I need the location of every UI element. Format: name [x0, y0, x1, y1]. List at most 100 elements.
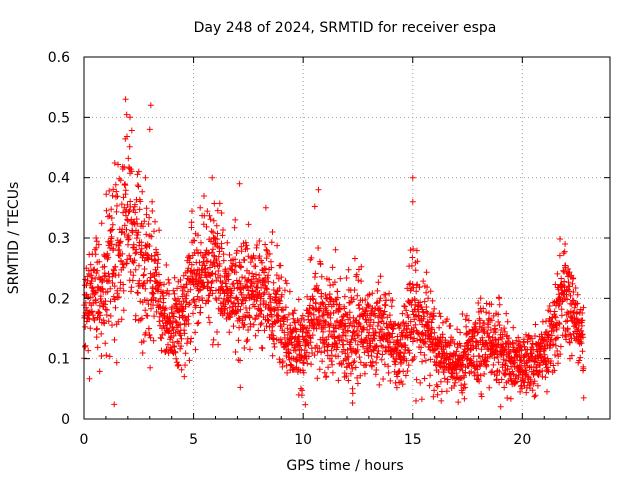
data-point	[427, 356, 434, 363]
data-point	[580, 304, 587, 311]
data-point	[414, 258, 421, 265]
data-point	[300, 359, 307, 366]
data-point	[543, 338, 550, 345]
data-point	[93, 244, 100, 251]
data-point	[303, 349, 310, 356]
data-point	[130, 272, 137, 279]
data-point	[486, 310, 493, 317]
data-point	[191, 298, 198, 305]
data-point	[105, 254, 112, 261]
data-point	[135, 183, 142, 190]
data-point	[211, 200, 218, 207]
data-point	[262, 241, 269, 248]
data-point	[302, 401, 309, 408]
data-point	[504, 395, 511, 401]
data-point	[207, 216, 214, 223]
data-point	[129, 229, 136, 236]
data-point	[278, 339, 285, 346]
data-point	[218, 283, 225, 290]
data-point	[379, 351, 386, 358]
data-point	[191, 237, 198, 244]
data-point	[421, 298, 428, 305]
data-point	[255, 327, 262, 334]
data-point	[351, 287, 358, 293]
data-point	[87, 325, 94, 332]
data-point	[292, 325, 299, 332]
data-point	[119, 250, 126, 257]
data-point	[365, 332, 372, 339]
data-point	[118, 316, 125, 323]
data-point	[158, 282, 164, 288]
data-point	[194, 283, 201, 290]
data-point	[503, 310, 510, 317]
data-point	[276, 297, 283, 304]
data-point	[316, 313, 323, 320]
data-point	[579, 310, 586, 316]
data-point	[144, 312, 151, 319]
data-point	[210, 217, 217, 224]
data-point	[334, 294, 341, 301]
data-point	[394, 337, 401, 344]
data-point	[180, 272, 187, 279]
data-point	[120, 264, 127, 271]
data-point	[443, 388, 450, 395]
data-point	[138, 239, 145, 246]
data-point	[539, 318, 546, 325]
data-point	[568, 352, 575, 359]
data-point	[195, 250, 202, 257]
data-point	[446, 342, 453, 349]
data-point	[257, 301, 264, 308]
data-point	[386, 312, 393, 319]
data-point	[89, 285, 96, 291]
data-point	[171, 274, 178, 281]
data-point	[363, 362, 370, 368]
data-point	[345, 353, 352, 360]
data-point	[231, 224, 238, 231]
data-point	[558, 275, 565, 282]
data-point	[323, 307, 330, 314]
data-point	[554, 348, 561, 354]
data-point	[284, 369, 291, 376]
data-point	[97, 312, 104, 319]
data-point	[554, 334, 561, 341]
data-point	[413, 376, 420, 383]
data-point	[143, 244, 150, 251]
data-point	[345, 377, 352, 384]
data-point	[209, 174, 216, 181]
data-point	[103, 207, 110, 214]
data-point	[262, 204, 269, 211]
data-point	[523, 389, 530, 396]
data-point	[552, 352, 558, 358]
data-point	[225, 270, 232, 277]
data-point	[94, 267, 101, 274]
data-point	[410, 284, 417, 291]
data-point	[262, 265, 269, 272]
data-point	[527, 357, 534, 363]
data-point	[147, 102, 154, 109]
data-point	[369, 358, 376, 365]
data-point	[151, 228, 157, 235]
data-point	[473, 338, 480, 345]
data-point	[380, 311, 387, 318]
data-point	[226, 251, 233, 258]
data-point	[315, 321, 322, 328]
data-point	[256, 290, 263, 296]
data-point	[124, 133, 130, 140]
data-point	[213, 222, 220, 229]
data-point	[88, 272, 95, 279]
data-point	[379, 326, 386, 333]
data-point	[110, 186, 117, 193]
data-point	[393, 355, 400, 362]
data-point	[546, 303, 553, 309]
data-point	[148, 305, 154, 312]
data-point	[380, 376, 387, 382]
data-point	[148, 233, 155, 240]
data-point	[305, 353, 312, 360]
data-point	[220, 227, 226, 233]
data-point	[98, 353, 105, 359]
data-point	[141, 257, 148, 264]
data-point	[346, 309, 353, 316]
data-point	[407, 247, 414, 254]
data-point	[96, 258, 103, 265]
data-point	[353, 327, 360, 334]
